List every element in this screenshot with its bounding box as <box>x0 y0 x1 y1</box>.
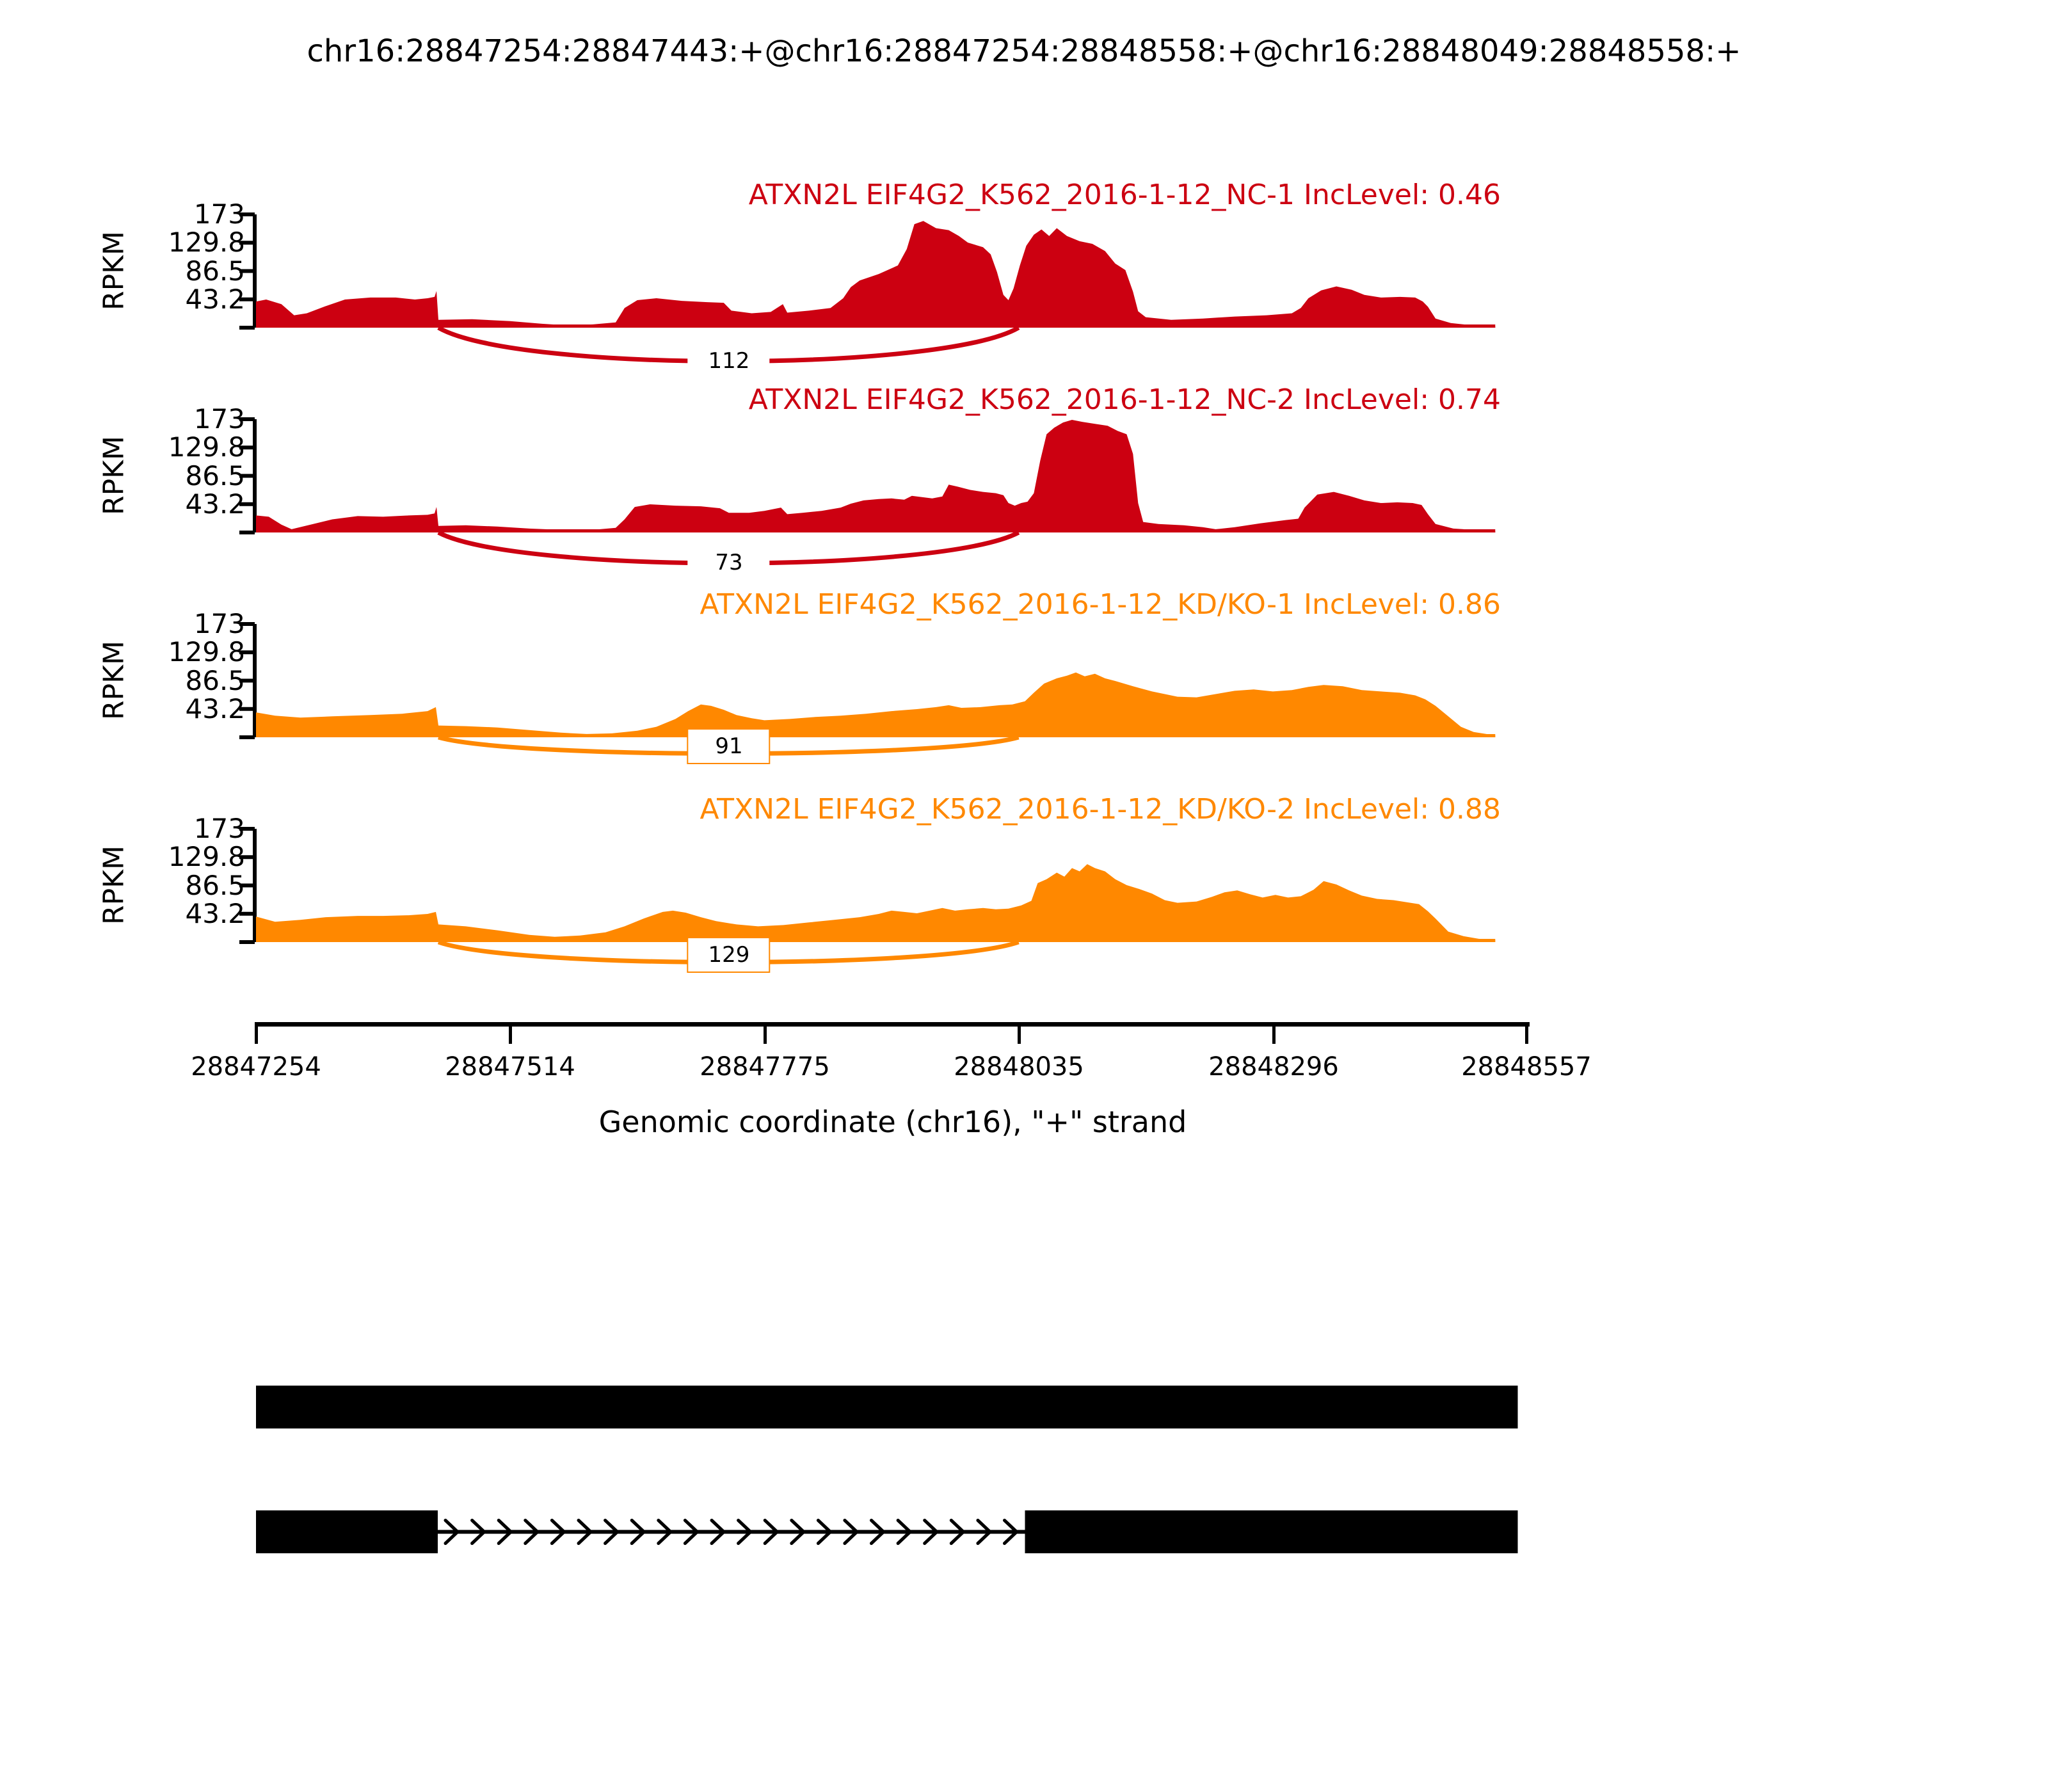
x-tick-label: 28847514 <box>445 1052 575 1082</box>
y-tick-label: 43.2 <box>185 693 245 724</box>
track-label: ATXN2L EIF4G2_K562_2016-1-12_KD/KO-2 Inc… <box>700 793 1501 826</box>
sashimi-track-nc-2: ATXN2L EIF4G2_K562_2016-1-12_NC-2 IncLev… <box>0 362 2048 579</box>
junction-count-label: 91 <box>715 733 743 759</box>
junction-count-label: 129 <box>708 942 750 968</box>
y-tick-label: 86.5 <box>185 665 245 696</box>
track-label: ATXN2L EIF4G2_K562_2016-1-12_NC-2 IncLev… <box>748 383 1501 416</box>
x-tick-label: 28848296 <box>1208 1052 1339 1082</box>
junction-count-label: 73 <box>715 550 743 575</box>
y-tick-label: 43.2 <box>185 898 245 929</box>
y-tick-label: 86.5 <box>185 255 245 287</box>
x-tick <box>764 1027 767 1044</box>
x-tick <box>1018 1027 1021 1044</box>
y-tick-label: 43.2 <box>185 284 245 315</box>
coverage-plot-nc-1 <box>239 212 1496 374</box>
x-tick <box>1272 1027 1276 1044</box>
coverage-plot-nc-2 <box>239 417 1496 579</box>
track-label: ATXN2L EIF4G2_K562_2016-1-12_KD/KO-1 Inc… <box>700 588 1501 621</box>
x-tick-label: 28848035 <box>954 1052 1084 1082</box>
sashimi-track-kdko-1: ATXN2L EIF4G2_K562_2016-1-12_KD/KO-1 Inc… <box>0 566 2048 784</box>
x-tick-label: 28848557 <box>1461 1052 1592 1082</box>
gene-model <box>256 1386 1518 1553</box>
x-axis-line <box>255 1022 1530 1027</box>
coverage-plot-kdko-2 <box>239 827 1496 973</box>
y-tick-label: 43.2 <box>185 488 245 520</box>
plot-title: chr16:28847254:28847443:+@chr16:28847254… <box>307 33 1741 69</box>
y-tick-label: 173 <box>193 813 245 844</box>
y-tick-label: 86.5 <box>185 870 245 901</box>
y-tick-label: 173 <box>193 608 245 639</box>
x-tick <box>1525 1027 1528 1044</box>
x-tick-label: 28847775 <box>700 1052 830 1082</box>
junction-count-label: 112 <box>708 348 750 374</box>
coverage-plot-kdko-1 <box>239 622 1496 764</box>
y-tick-label: 129.8 <box>168 431 245 463</box>
x-axis-title: Genomic coordinate (chr16), "+" strand <box>598 1105 1187 1139</box>
track-label: ATXN2L EIF4G2_K562_2016-1-12_NC-1 IncLev… <box>748 179 1501 211</box>
sashimi-track-nc-1: ATXN2L EIF4G2_K562_2016-1-12_NC-1 IncLev… <box>0 157 2048 374</box>
sashimi-track-kdko-2: ATXN2L EIF4G2_K562_2016-1-12_KD/KO-2 Inc… <box>0 771 2048 989</box>
x-tick <box>255 1027 258 1044</box>
y-tick-label: 129.8 <box>168 227 245 258</box>
y-tick-label: 129.8 <box>168 841 245 872</box>
y-tick-label: 173 <box>193 403 245 435</box>
x-tick-label: 28847254 <box>191 1052 321 1082</box>
y-tick-label: 129.8 <box>168 636 245 668</box>
y-tick-label: 173 <box>193 198 245 230</box>
x-tick <box>509 1027 512 1044</box>
y-tick-label: 86.5 <box>185 460 245 492</box>
